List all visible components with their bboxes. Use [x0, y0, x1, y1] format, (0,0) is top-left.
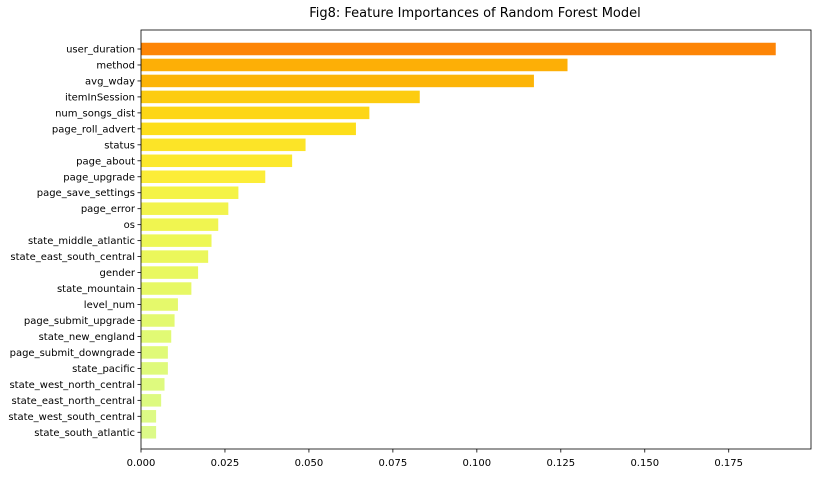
bar-itemInSession: [141, 90, 420, 104]
bar-state-new-england: [141, 330, 172, 343]
y-tick-label: user_duration: [66, 45, 135, 56]
chart-title: Fig8: Feature Importances of Random Fore…: [309, 6, 641, 21]
bar-page-about: [141, 154, 293, 168]
x-tick-labels: 0.000 0.025 0.050 0.075 0.100 0.125 0.150 0.175: [127, 449, 743, 469]
y-tick-label: state_east_south_central: [10, 252, 135, 263]
bar-user-duration: [141, 42, 776, 56]
y-tick-label: page_upgrade: [63, 172, 135, 183]
y-tick-label: page_submit_upgrade: [24, 316, 135, 327]
y-tick-label: state_east_north_central: [12, 396, 136, 407]
y-tick-label: state_mountain: [57, 284, 135, 295]
bar-gender: [141, 266, 199, 279]
y-tick-label: avg_wday: [85, 76, 135, 87]
bar-page-error: [141, 202, 229, 215]
y-tick-label: level_num: [84, 300, 135, 311]
y-tick-label: page_submit_downgrade: [10, 348, 135, 359]
bar-page-submit-downgrade: [141, 346, 168, 359]
y-tick-label: state_south_atlantic: [34, 428, 135, 439]
y-tick-label: state_middle_atlantic: [28, 236, 135, 247]
bar-status: [141, 138, 306, 152]
bar-num-songs-dist: [141, 106, 370, 120]
bar-state-east-north-central: [141, 394, 162, 407]
bar-state-pacific: [141, 362, 168, 375]
bar-method: [141, 58, 568, 72]
x-tick-label: 0.025: [211, 458, 240, 469]
bar-state-west-south-central: [141, 410, 157, 423]
y-tick-label: page_roll_advert: [52, 124, 135, 135]
x-tick-label: 0.175: [714, 458, 743, 469]
y-tick-label: gender: [100, 268, 136, 279]
y-tick-label: status: [104, 140, 135, 151]
bar-state-mountain: [141, 282, 192, 295]
x-tick-label: 0.075: [379, 458, 408, 469]
y-tick-label: itemInSession: [65, 92, 135, 103]
y-tick-label: state_west_south_central: [8, 412, 135, 423]
bar-page-save-settings: [141, 186, 239, 199]
x-tick-label: 0.150: [630, 458, 659, 469]
bar-state-south-atlantic: [141, 426, 157, 439]
plot-frame: [140, 29, 812, 450]
y-tick-label: state_pacific: [72, 364, 135, 375]
y-tick-label: page_about: [76, 156, 135, 167]
y-tick-label: method: [96, 60, 135, 71]
bars-group: [141, 42, 776, 439]
y-tick-label: os: [124, 220, 135, 231]
x-tick-label: 0.050: [295, 458, 324, 469]
bar-avg-wday: [141, 74, 534, 88]
x-tick-label: 0.125: [546, 458, 575, 469]
bar-page-roll-advert: [141, 122, 356, 136]
y-tick-label: num_songs_dist: [55, 108, 135, 119]
bar-state-middle-atlantic: [141, 234, 212, 247]
y-tick-label: page_save_settings: [37, 188, 135, 199]
bar-os: [141, 218, 219, 231]
bar-page-submit-upgrade: [141, 314, 175, 327]
bar-page-upgrade: [141, 170, 266, 184]
bar-state-west-north-central: [141, 378, 165, 391]
y-tick-label: state_west_north_central: [9, 380, 135, 391]
bar-state-east-south-central: [141, 250, 209, 263]
x-tick-label: 0.100: [463, 458, 492, 469]
bar-level-num: [141, 298, 178, 311]
y-tick-label: state_new_england: [39, 332, 135, 343]
y-tick-label: page_error: [81, 204, 136, 215]
x-tick-label: 0.000: [127, 458, 156, 469]
